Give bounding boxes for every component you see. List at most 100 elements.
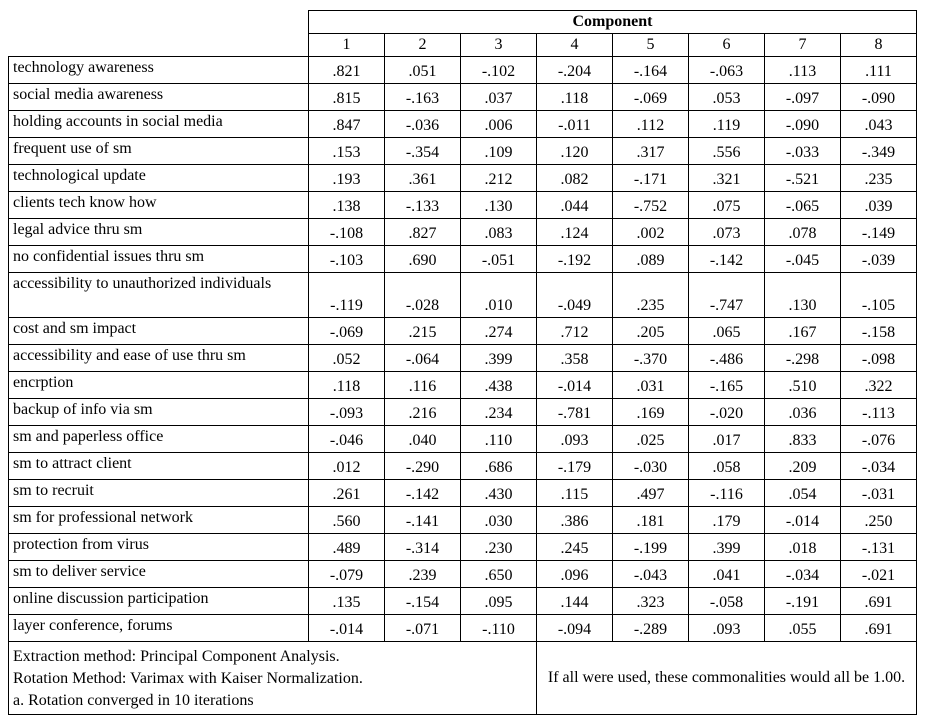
table-row: encrption .118.116.438 -.014.031 -.165.510.… — [8, 371, 918, 399]
cell-value: .209 — [764, 452, 841, 480]
cell-value: .119 — [688, 110, 765, 138]
cell-value: -.049 — [536, 272, 613, 318]
cell-value: .041 — [688, 560, 765, 588]
cell-value: -.314 — [384, 533, 461, 561]
row-label: holding accounts in social media — [8, 110, 309, 138]
cell-value: .118 — [308, 371, 385, 399]
cell-value: -.036 — [384, 110, 461, 138]
table-row: social media awareness .815 -.163.037.118-… — [8, 83, 918, 111]
cell-value: .093 — [688, 614, 765, 642]
cell-value: .039 — [839, 191, 918, 219]
corner-cell — [8, 10, 309, 57]
cell-value: .089 — [612, 245, 689, 273]
table-row: accessibility and ease of use thru sm .05… — [8, 344, 918, 372]
cell-value: .239 — [384, 560, 461, 588]
cell-value: -.031 — [839, 479, 918, 507]
cell-value: -.033 — [764, 137, 841, 165]
cell-value: -.163 — [384, 83, 461, 111]
cell-value: -.108 — [308, 218, 385, 246]
cell-value: -.113 — [839, 398, 918, 426]
cell-value: -.131 — [839, 533, 918, 561]
cell-value: .317 — [612, 137, 689, 165]
cell-value: -.158 — [839, 317, 918, 345]
cell-value: -.192 — [536, 245, 613, 273]
cell-value: -.110 — [460, 614, 537, 642]
cell-value: .006 — [460, 110, 537, 138]
table-row: protection from virus .489 -.314.230.245 -.… — [8, 533, 918, 561]
cell-value: .037 — [460, 83, 537, 111]
cell-value: -.105 — [839, 272, 918, 318]
row-label: protection from virus — [8, 533, 309, 561]
cell-value: .169 — [612, 398, 689, 426]
header-row: Component — [8, 10, 918, 57]
row-label: sm to deliver service — [8, 560, 309, 588]
cell-value: -.370 — [612, 344, 689, 372]
table-row: frequent use of sm .153 -.354.109.120.317.… — [8, 137, 918, 165]
cell-value: -.064 — [384, 344, 461, 372]
cell-value: .036 — [764, 398, 841, 426]
row-label: sm to attract client — [8, 452, 309, 480]
cell-value: -.133 — [384, 191, 461, 219]
cell-value: .095 — [460, 587, 537, 615]
cell-value: .847 — [308, 110, 385, 138]
cell-value: .245 — [536, 533, 613, 561]
table-row: backup of info via sm -.093.216.234 -.781.… — [8, 398, 918, 426]
cell-value: .323 — [612, 587, 689, 615]
row-label: technology awareness — [8, 56, 309, 84]
cell-value: -.051 — [460, 245, 537, 273]
cell-value: .096 — [536, 560, 613, 588]
table-row: legal advice thru sm -.108.827.083.124.00… — [8, 218, 918, 246]
cell-value: -.014 — [536, 371, 613, 399]
cell-value: -.349 — [839, 137, 918, 165]
cell-value: .018 — [764, 533, 841, 561]
cell-value: -.028 — [384, 272, 461, 318]
cell-value: -.020 — [688, 398, 765, 426]
cell-value: .058 — [688, 452, 765, 480]
row-label: cost and sm impact — [8, 317, 309, 345]
cell-value: .361 — [384, 164, 461, 192]
cell-value: .821 — [308, 56, 385, 84]
column-header: 4 — [536, 33, 613, 57]
cell-value: .358 — [536, 344, 613, 372]
table-row: sm to deliver service -.079.239.650.096 -.… — [8, 560, 918, 588]
cell-value: -.090 — [839, 83, 918, 111]
cell-value: -.063 — [688, 56, 765, 84]
footer-note: Rotation Method: Varimax with Kaiser Nor… — [13, 670, 363, 687]
row-label: sm for professional network — [8, 506, 309, 534]
cell-value: -.021 — [839, 560, 918, 588]
cell-value: .111 — [839, 56, 918, 84]
cell-value: .399 — [460, 344, 537, 372]
cell-value: .650 — [460, 560, 537, 588]
cell-value: .261 — [308, 479, 385, 507]
cell-value: .153 — [308, 137, 385, 165]
table-title: Component — [307, 10, 918, 34]
cell-value: -.747 — [688, 272, 765, 318]
cell-value: .082 — [536, 164, 613, 192]
cell-value: -.014 — [764, 506, 841, 534]
cell-value: .130 — [460, 191, 537, 219]
cell-value: .510 — [764, 371, 841, 399]
row-label: technological update — [8, 164, 309, 192]
cell-value: .030 — [460, 506, 537, 534]
cell-value: -.076 — [839, 425, 918, 453]
cell-value: .167 — [764, 317, 841, 345]
table-row: technology awareness .821.051 -.102 -.204 -.… — [8, 56, 918, 84]
cell-value: -.164 — [612, 56, 689, 84]
cell-value: .205 — [612, 317, 689, 345]
cell-value: .002 — [612, 218, 689, 246]
cell-value: -.290 — [384, 452, 461, 480]
cell-value: -.142 — [384, 479, 461, 507]
cell-value: .833 — [764, 425, 841, 453]
table-row: cost and sm impact -.069.215.274.712.205.… — [8, 317, 918, 345]
cell-value: .322 — [839, 371, 918, 399]
cell-value: .051 — [384, 56, 461, 84]
cell-value: -.116 — [688, 479, 765, 507]
row-label: online discussion participation — [8, 587, 309, 615]
cell-value: .690 — [384, 245, 461, 273]
cell-value: .815 — [308, 83, 385, 111]
cell-value: .179 — [688, 506, 765, 534]
column-header: 5 — [612, 33, 689, 57]
cell-value: .274 — [460, 317, 537, 345]
cell-value: .386 — [536, 506, 613, 534]
